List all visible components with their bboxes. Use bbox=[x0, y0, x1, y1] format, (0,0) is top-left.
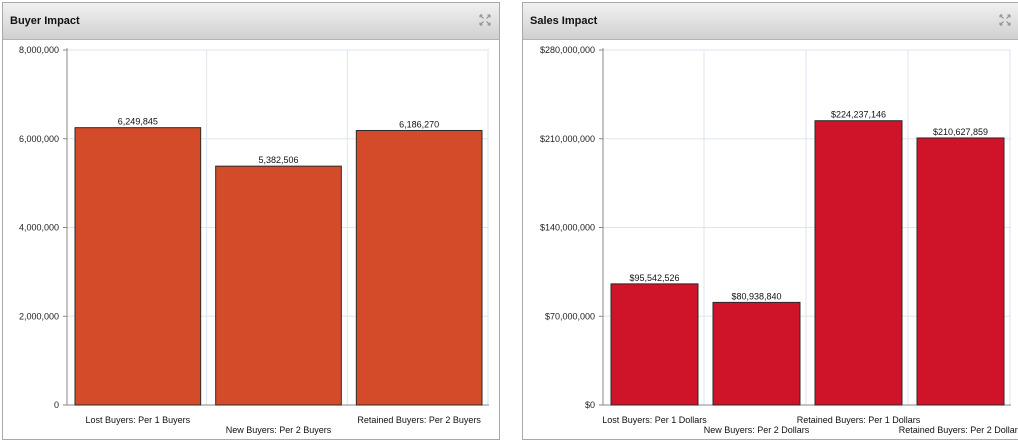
expand-icon[interactable] bbox=[999, 14, 1011, 26]
y-tick-label: $280,000,000 bbox=[540, 45, 595, 55]
panel-title: Sales Impact bbox=[530, 15, 598, 27]
bar[interactable] bbox=[916, 137, 1005, 406]
data-label: 6,186,270 bbox=[399, 119, 439, 129]
category-label: Lost Buyers: Per 1 Dollars bbox=[602, 415, 707, 425]
data-label: 5,382,506 bbox=[258, 155, 298, 165]
bar[interactable] bbox=[355, 129, 483, 406]
buyer-impact-panel: Buyer Impact 0 2,000,000 4,000,000 6,000,00… bbox=[2, 2, 500, 440]
panel-title: Buyer Impact bbox=[10, 15, 80, 27]
bar[interactable] bbox=[74, 127, 202, 406]
data-label: $80,938,840 bbox=[731, 291, 781, 301]
category-label: Retained Buyers: Per 2 Buyers bbox=[357, 415, 481, 425]
y-tick-label: 2,000,000 bbox=[19, 311, 59, 321]
category-label: New Buyers: Per 2 Buyers bbox=[226, 425, 332, 435]
y-tick-label: 0 bbox=[54, 400, 59, 410]
y-tick-label: 6,000,000 bbox=[19, 134, 59, 144]
category-label: New Buyers: Per 2 Dollars bbox=[704, 425, 810, 435]
data-label: $224,237,146 bbox=[831, 110, 886, 120]
y-tick-label: $0 bbox=[585, 400, 595, 410]
y-tick-label: 4,000,000 bbox=[19, 223, 59, 233]
data-label: $95,542,526 bbox=[629, 273, 679, 283]
panel-header: Buyer Impact bbox=[3, 3, 499, 40]
panel-header: Sales Impact bbox=[523, 3, 1018, 40]
y-tick-label: 8,000,000 bbox=[19, 45, 59, 55]
category-label: Lost Buyers: Per 1 Buyers bbox=[86, 415, 191, 425]
category-label: Retained Buyers: Per 1 Dollars bbox=[797, 415, 921, 425]
data-label: 6,249,845 bbox=[118, 117, 158, 127]
sales-impact-panel: Sales Impact $0 $70,000,000 $140,000,000 $2… bbox=[522, 2, 1018, 440]
bar[interactable] bbox=[215, 165, 342, 406]
data-label: $210,627,859 bbox=[933, 127, 988, 137]
y-tick-label: $140,000,000 bbox=[540, 223, 595, 233]
bar[interactable] bbox=[814, 120, 903, 406]
bar[interactable] bbox=[712, 301, 801, 406]
y-tick-label: $210,000,000 bbox=[540, 134, 595, 144]
expand-icon[interactable] bbox=[479, 14, 491, 26]
bar[interactable] bbox=[610, 283, 699, 406]
y-tick-label: $70,000,000 bbox=[545, 311, 595, 321]
buyer-impact-chart: 0 2,000,000 4,000,000 6,000,000 8,000,000 6,2… bbox=[19, 45, 489, 435]
sales-impact-chart: $0 $70,000,000 $140,000,000 $210,000,000 $28… bbox=[540, 45, 1018, 435]
category-label: Retained Buyers: Per 2 Dollars bbox=[899, 425, 1018, 435]
